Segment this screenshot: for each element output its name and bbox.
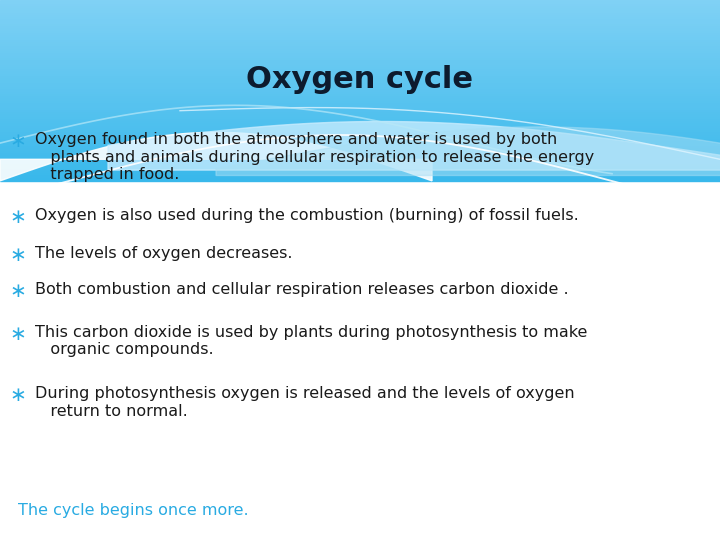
Bar xyxy=(0,34,720,36)
Bar xyxy=(0,11,720,14)
Bar xyxy=(0,79,720,82)
Bar xyxy=(0,21,720,23)
Bar xyxy=(0,45,720,48)
Bar xyxy=(0,59,720,61)
Text: ∗: ∗ xyxy=(9,132,27,151)
Text: Oxygen found in both the atmosphere and water is used by both
   plants and anim: Oxygen found in both the atmosphere and … xyxy=(35,132,594,182)
Bar xyxy=(0,90,720,93)
Polygon shape xyxy=(0,132,432,181)
Bar xyxy=(0,140,720,143)
Bar xyxy=(0,9,720,11)
Bar xyxy=(0,160,720,163)
Bar xyxy=(0,93,720,95)
Text: ∗: ∗ xyxy=(9,208,27,227)
Bar xyxy=(0,118,720,120)
Bar xyxy=(0,95,720,97)
Bar xyxy=(0,129,720,131)
Bar xyxy=(0,145,720,147)
Bar xyxy=(0,97,720,99)
Bar xyxy=(0,29,720,32)
Text: The levels of oxygen decreases.: The levels of oxygen decreases. xyxy=(35,246,292,261)
Bar xyxy=(0,177,720,179)
Bar xyxy=(0,23,720,25)
Bar xyxy=(0,25,720,27)
Bar xyxy=(0,38,720,40)
Bar xyxy=(0,172,720,174)
Text: ∗: ∗ xyxy=(9,386,27,405)
Text: ∗: ∗ xyxy=(9,325,27,344)
Bar xyxy=(0,57,720,59)
Polygon shape xyxy=(108,122,720,170)
Bar xyxy=(0,104,720,106)
Bar xyxy=(0,82,720,84)
Bar xyxy=(0,152,720,154)
Bar xyxy=(0,65,720,68)
Text: ∗: ∗ xyxy=(9,246,27,265)
Bar xyxy=(0,109,720,111)
Bar xyxy=(0,120,720,122)
Bar xyxy=(0,122,720,124)
Bar xyxy=(0,27,720,29)
Bar xyxy=(0,149,720,152)
Text: The cycle begins once more.: The cycle begins once more. xyxy=(18,503,248,518)
Bar xyxy=(0,70,720,72)
Bar xyxy=(0,43,720,45)
Bar xyxy=(0,63,720,65)
Bar xyxy=(0,72,720,75)
Bar xyxy=(0,133,720,136)
Bar xyxy=(0,170,720,172)
Bar xyxy=(0,50,720,52)
Bar xyxy=(0,2,720,4)
Bar xyxy=(0,88,720,90)
Text: During photosynthesis oxygen is released and the levels of oxygen
   return to n: During photosynthesis oxygen is released… xyxy=(35,386,574,418)
Bar xyxy=(0,32,720,34)
Bar xyxy=(0,147,720,149)
Bar xyxy=(0,36,720,38)
Bar xyxy=(0,165,720,167)
Bar xyxy=(0,4,720,7)
Bar xyxy=(0,116,720,118)
Bar xyxy=(0,138,720,140)
Bar xyxy=(0,113,720,116)
Bar xyxy=(0,0,720,2)
Bar xyxy=(0,102,720,104)
Bar xyxy=(0,111,720,113)
Bar xyxy=(0,84,720,86)
Bar xyxy=(0,179,720,181)
Bar xyxy=(0,68,720,70)
Text: Oxygen is also used during the combustion (burning) of fossil fuels.: Oxygen is also used during the combustio… xyxy=(35,208,578,223)
Bar xyxy=(0,61,720,63)
Bar xyxy=(0,131,720,133)
Bar xyxy=(0,52,720,55)
Bar xyxy=(0,156,720,158)
Text: This carbon dioxide is used by plants during photosynthesis to make
   organic c: This carbon dioxide is used by plants du… xyxy=(35,325,587,357)
Bar xyxy=(0,167,720,170)
Bar xyxy=(0,143,720,145)
Bar xyxy=(0,136,720,138)
Bar xyxy=(0,126,720,129)
Bar xyxy=(0,75,720,77)
Bar xyxy=(0,99,720,102)
Bar xyxy=(0,124,720,126)
Text: Oxygen cycle: Oxygen cycle xyxy=(246,65,474,94)
Bar xyxy=(0,40,720,43)
Bar xyxy=(0,77,720,79)
Bar xyxy=(0,158,720,160)
Bar xyxy=(0,7,720,9)
Bar xyxy=(0,154,720,156)
Bar xyxy=(0,86,720,88)
Polygon shape xyxy=(216,127,720,176)
Text: Both combustion and cellular respiration releases carbon dioxide .: Both combustion and cellular respiration… xyxy=(35,282,568,297)
Bar xyxy=(0,16,720,18)
Bar xyxy=(0,54,720,57)
Bar xyxy=(0,174,720,177)
Bar xyxy=(0,48,720,50)
Bar xyxy=(0,18,720,21)
Bar xyxy=(0,106,720,109)
Bar xyxy=(0,163,720,165)
Text: ∗: ∗ xyxy=(9,282,27,301)
Bar xyxy=(0,14,720,16)
